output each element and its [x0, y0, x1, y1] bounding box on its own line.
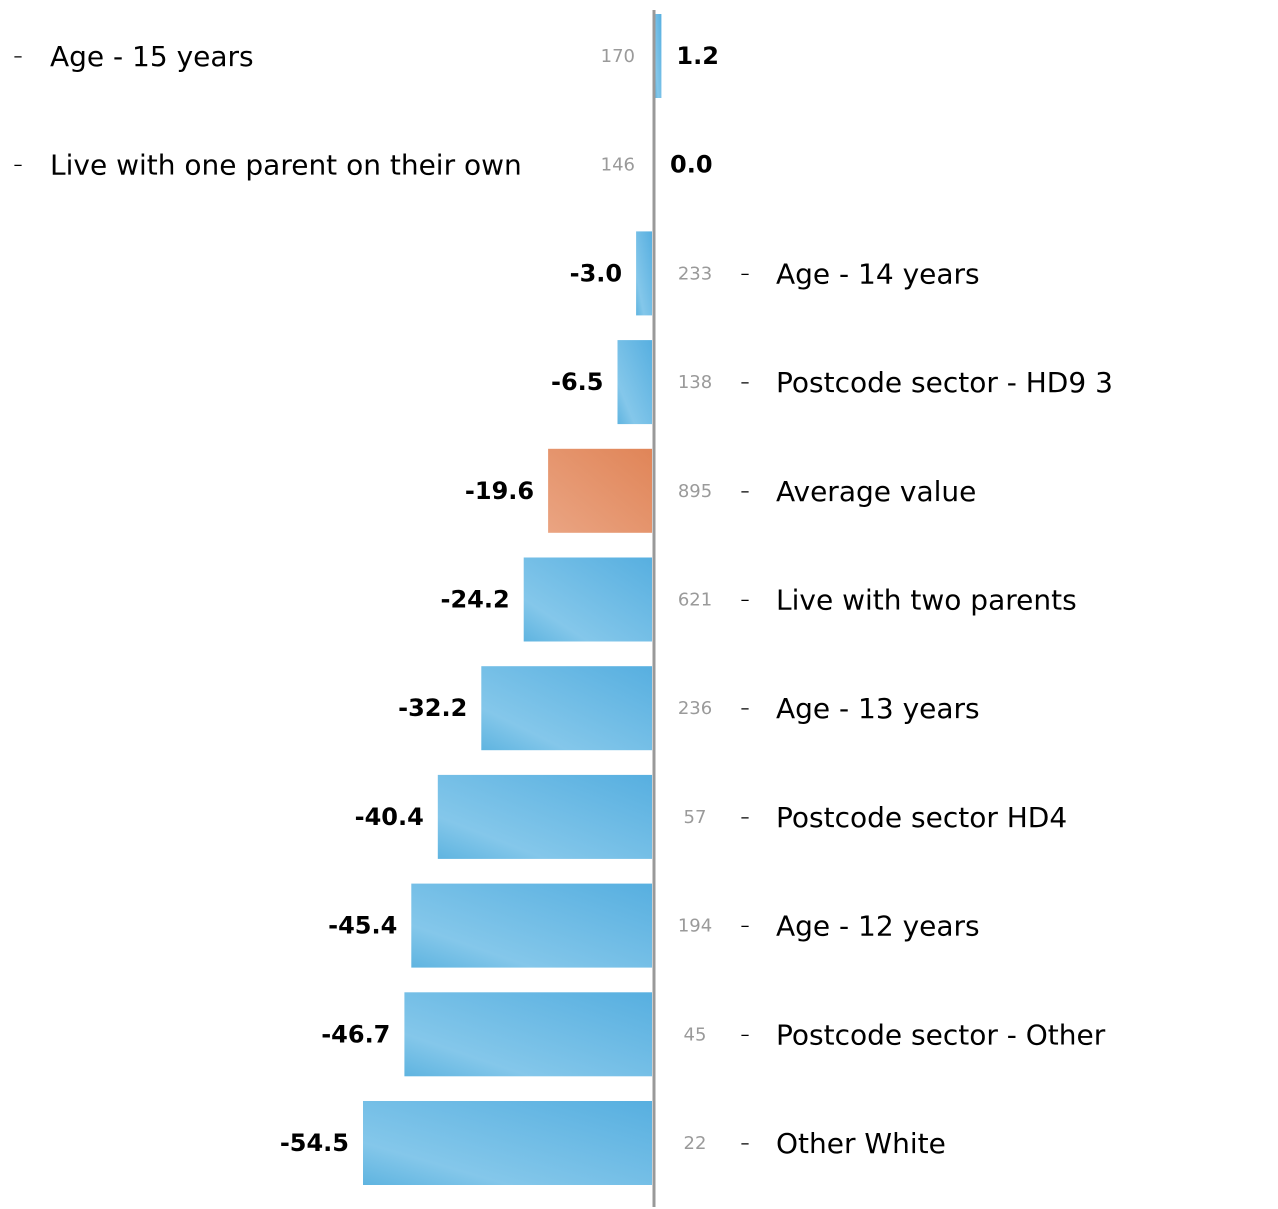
bar — [481, 666, 652, 751]
value-label: -24.2 — [441, 586, 510, 614]
count-label: 170 — [601, 46, 635, 67]
bar — [523, 557, 652, 642]
value-label: 0.0 — [670, 151, 713, 179]
value-label: -46.7 — [321, 1020, 390, 1048]
dash-marker: – — [14, 46, 23, 67]
bar — [437, 774, 652, 859]
dash-marker: – — [741, 590, 750, 611]
bar — [404, 992, 652, 1077]
dash-marker: – — [741, 1133, 750, 1154]
bar — [548, 448, 652, 533]
count-label: 233 — [678, 263, 712, 284]
value-label: -6.5 — [551, 368, 603, 396]
count-label: 621 — [678, 590, 712, 611]
dash-marker: – — [741, 916, 750, 937]
count-label: 138 — [678, 372, 712, 393]
category-label: Age - 15 years — [50, 40, 254, 73]
category-label: Age - 12 years — [776, 910, 980, 943]
category-label: Other White — [776, 1127, 946, 1160]
category-label: Postcode sector - Other — [776, 1018, 1106, 1051]
category-label: Postcode sector - HD9 3 — [776, 366, 1113, 399]
value-label: -32.2 — [398, 694, 467, 722]
count-label: 57 — [684, 807, 707, 828]
bar — [411, 883, 652, 968]
dash-marker: – — [741, 1024, 750, 1045]
bar — [363, 1101, 652, 1185]
value-label: -40.4 — [355, 803, 424, 831]
category-label: Age - 13 years — [776, 692, 980, 725]
dash-marker: – — [741, 372, 750, 393]
value-label: 1.2 — [676, 42, 719, 70]
count-label: 146 — [601, 155, 635, 176]
dash-marker: – — [741, 807, 750, 828]
category-label: Age - 14 years — [776, 257, 980, 290]
category-label: Average value — [776, 475, 976, 508]
bar — [636, 231, 652, 316]
count-label: 45 — [684, 1024, 707, 1045]
dash-marker: – — [741, 481, 750, 502]
count-label: 895 — [678, 481, 712, 502]
category-label: Live with two parents — [776, 584, 1077, 617]
count-label: 236 — [678, 698, 712, 719]
value-label: -54.5 — [280, 1129, 349, 1157]
category-label: Live with one parent on their own — [50, 149, 522, 182]
count-label: 22 — [684, 1133, 707, 1154]
category-label: Postcode sector HD4 — [776, 801, 1067, 834]
value-label: -45.4 — [328, 912, 397, 940]
dash-marker: – — [14, 155, 23, 176]
dash-marker: – — [741, 698, 750, 719]
dash-marker: – — [741, 263, 750, 284]
value-label: -3.0 — [570, 259, 622, 287]
bar — [655, 14, 662, 98]
bar — [617, 340, 652, 425]
count-label: 194 — [678, 916, 712, 937]
value-label: -19.6 — [465, 477, 534, 505]
